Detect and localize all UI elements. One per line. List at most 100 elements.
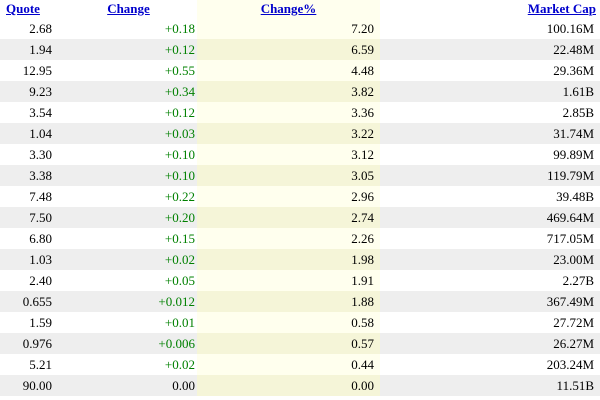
change-cell: +0.22: [60, 186, 197, 207]
table-row: 90.00 0.00 0.00 11.51B: [0, 375, 600, 396]
change-cell: +0.20: [60, 207, 197, 228]
sort-by-quote-link[interactable]: Quote: [6, 1, 40, 16]
change-pct-cell: 0.58: [197, 312, 380, 333]
change-cell: +0.02: [60, 249, 197, 270]
table-row: 7.48 +0.22 2.96 39.48B: [0, 186, 600, 207]
quote-cell: 1.59: [0, 312, 60, 333]
change-pct-cell: 2.26: [197, 228, 380, 249]
market-cap-cell: 367.49M: [380, 291, 600, 312]
change-cell: +0.15: [60, 228, 197, 249]
table-row: 0.976 +0.006 0.57 26.27M: [0, 333, 600, 354]
change-cell: 0.00: [60, 375, 197, 396]
change-cell: +0.02: [60, 354, 197, 375]
quote-cell: 1.04: [0, 123, 60, 144]
table-row: 2.68 +0.18 7.20 100.16M: [0, 18, 600, 39]
sort-by-change-link[interactable]: Change: [107, 1, 150, 16]
change-column-header: Change: [60, 0, 197, 18]
quote-cell: 2.68: [0, 18, 60, 39]
table-row: 2.40 +0.05 1.91 2.27B: [0, 270, 600, 291]
quote-cell: 0.655: [0, 291, 60, 312]
change-cell: +0.03: [60, 123, 197, 144]
change-pct-cell: 0.00: [197, 375, 380, 396]
change-pct-cell: 6.59: [197, 39, 380, 60]
quote-cell: 9.23: [0, 81, 60, 102]
change-cell: +0.006: [60, 333, 197, 354]
change-pct-cell: 3.22: [197, 123, 380, 144]
change-pct-cell: 0.57: [197, 333, 380, 354]
table-row: 3.54 +0.12 3.36 2.85B: [0, 102, 600, 123]
change-pct-column-header: Change%: [197, 0, 380, 18]
market-cap-cell: 2.27B: [380, 270, 600, 291]
market-cap-cell: 203.24M: [380, 354, 600, 375]
change-pct-cell: 0.44: [197, 354, 380, 375]
change-cell: +0.10: [60, 165, 197, 186]
table-row: 5.21 +0.02 0.44 203.24M: [0, 354, 600, 375]
market-cap-cell: 31.74M: [380, 123, 600, 144]
change-pct-cell: 3.82: [197, 81, 380, 102]
table-row: 9.23 +0.34 3.82 1.61B: [0, 81, 600, 102]
quote-cell: 90.00: [0, 375, 60, 396]
table-header-row: Quote Change Change% Market Cap: [0, 0, 600, 18]
change-pct-cell: 3.12: [197, 144, 380, 165]
change-cell: +0.05: [60, 270, 197, 291]
change-cell: +0.34: [60, 81, 197, 102]
change-pct-cell: 7.20: [197, 18, 380, 39]
change-cell: +0.01: [60, 312, 197, 333]
table-row: 1.94 +0.12 6.59 22.48M: [0, 39, 600, 60]
change-cell: +0.12: [60, 39, 197, 60]
market-cap-cell: 99.89M: [380, 144, 600, 165]
table-row: 1.03 +0.02 1.98 23.00M: [0, 249, 600, 270]
market-cap-cell: 100.16M: [380, 18, 600, 39]
change-cell: +0.12: [60, 102, 197, 123]
table-row: 1.04 +0.03 3.22 31.74M: [0, 123, 600, 144]
market-cap-cell: 119.79M: [380, 165, 600, 186]
market-cap-column-header: Market Cap: [380, 0, 600, 18]
market-cap-cell: 22.48M: [380, 39, 600, 60]
table-row: 1.59 +0.01 0.58 27.72M: [0, 312, 600, 333]
sort-by-change-pct-link[interactable]: Change%: [260, 1, 317, 16]
quote-cell: 6.80: [0, 228, 60, 249]
market-cap-cell: 469.64M: [380, 207, 600, 228]
quote-cell: 1.94: [0, 39, 60, 60]
market-cap-cell: 2.85B: [380, 102, 600, 123]
market-cap-cell: 23.00M: [380, 249, 600, 270]
quote-cell: 3.38: [0, 165, 60, 186]
table-row: 3.30 +0.10 3.12 99.89M: [0, 144, 600, 165]
table-row: 3.38 +0.10 3.05 119.79M: [0, 165, 600, 186]
quote-cell: 1.03: [0, 249, 60, 270]
market-cap-cell: 39.48B: [380, 186, 600, 207]
change-cell: +0.10: [60, 144, 197, 165]
market-cap-cell: 29.36M: [380, 60, 600, 81]
change-pct-cell: 3.05: [197, 165, 380, 186]
table-row: 0.655 +0.012 1.88 367.49M: [0, 291, 600, 312]
table-body: 2.68 +0.18 7.20 100.16M 1.94 +0.12 6.59 22.48M 1…: [0, 18, 600, 396]
change-pct-cell: 1.88: [197, 291, 380, 312]
change-cell: +0.012: [60, 291, 197, 312]
change-pct-cell: 1.91: [197, 270, 380, 291]
quote-cell: 7.50: [0, 207, 60, 228]
change-pct-cell: 1.98: [197, 249, 380, 270]
market-cap-cell: 1.61B: [380, 81, 600, 102]
table-row: 6.80 +0.15 2.26 717.05M: [0, 228, 600, 249]
quote-cell: 3.30: [0, 144, 60, 165]
sort-by-market-cap-link[interactable]: Market Cap: [527, 1, 596, 16]
change-pct-cell: 2.96: [197, 186, 380, 207]
quote-cell: 2.40: [0, 270, 60, 291]
quote-column-header: Quote: [0, 0, 60, 18]
market-cap-cell: 11.51B: [380, 375, 600, 396]
quote-cell: 12.95: [0, 60, 60, 81]
market-cap-cell: 717.05M: [380, 228, 600, 249]
quote-cell: 7.48: [0, 186, 60, 207]
change-pct-cell: 2.74: [197, 207, 380, 228]
quote-cell: 3.54: [0, 102, 60, 123]
change-pct-cell: 4.48: [197, 60, 380, 81]
market-cap-cell: 26.27M: [380, 333, 600, 354]
table-row: 7.50 +0.20 2.74 469.64M: [0, 207, 600, 228]
market-cap-cell: 27.72M: [380, 312, 600, 333]
change-cell: +0.55: [60, 60, 197, 81]
change-cell: +0.18: [60, 18, 197, 39]
change-pct-cell: 3.36: [197, 102, 380, 123]
table-row: 12.95 +0.55 4.48 29.36M: [0, 60, 600, 81]
quote-cell: 5.21: [0, 354, 60, 375]
